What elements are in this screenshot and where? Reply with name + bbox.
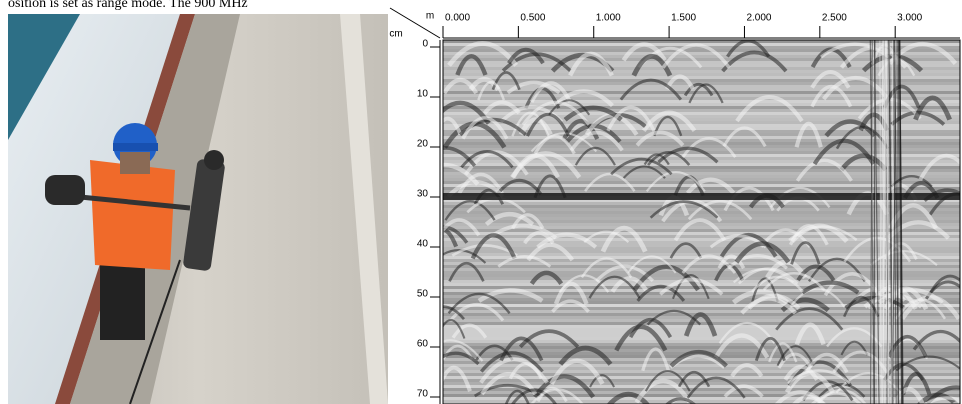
- x-tick-label: 1.000: [596, 13, 621, 24]
- x-tick-label: 0.000: [445, 13, 470, 24]
- y-tick-label: 70: [417, 389, 429, 400]
- texture-band: [443, 211, 960, 214]
- figure: osition is set as range mode. The 900 MH…: [0, 0, 962, 404]
- photo: [8, 14, 388, 404]
- y-tick-label: 40: [417, 239, 429, 250]
- x-tick-label: 2.500: [822, 13, 847, 24]
- y-tick-label: 20: [417, 139, 429, 150]
- y-tick-label: 50: [417, 289, 429, 300]
- x-tick-label: 1.500: [671, 13, 696, 24]
- y-tick-label: 10: [417, 89, 429, 100]
- texture-band: [443, 340, 960, 343]
- y-tick-label: 60: [417, 339, 429, 350]
- x-tick-label: 2.000: [746, 13, 771, 24]
- x-tick-label: 3.000: [897, 13, 922, 24]
- texture-stripe: [892, 40, 893, 404]
- texture-reflector: [443, 193, 960, 200]
- x-unit: m: [426, 11, 434, 22]
- y-tick-label: 30: [417, 189, 429, 200]
- texture-band: [443, 331, 960, 334]
- radargram-image: [411, 40, 962, 404]
- x-tick-label: 0.500: [520, 13, 545, 24]
- y-tick-label: 0: [422, 39, 428, 50]
- y-unit: cm: [389, 29, 402, 40]
- caption-fragment: osition is set as range mode. The 900 MH…: [8, 0, 248, 11]
